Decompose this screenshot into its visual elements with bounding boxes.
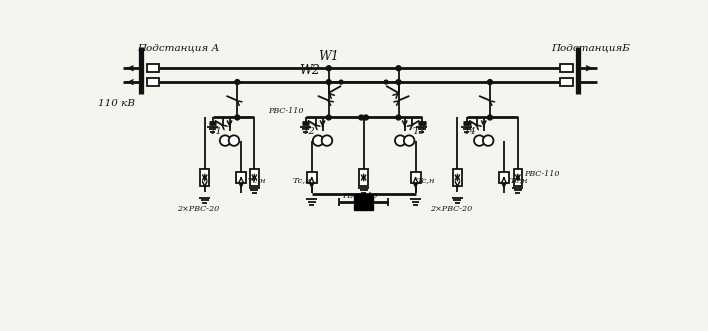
Circle shape xyxy=(235,115,240,120)
Text: 2×РВС-20: 2×РВС-20 xyxy=(430,206,472,213)
Bar xyxy=(453,169,462,186)
Text: ПодстанцияБ: ПодстанцияБ xyxy=(551,43,630,52)
Circle shape xyxy=(326,115,331,120)
Bar xyxy=(200,169,209,186)
Bar xyxy=(307,172,316,183)
Bar xyxy=(250,169,258,186)
Text: РВС-110: РВС-110 xyxy=(268,107,304,115)
Circle shape xyxy=(326,80,331,84)
Circle shape xyxy=(321,135,332,146)
Circle shape xyxy=(404,135,414,146)
Circle shape xyxy=(384,80,388,84)
Text: Т3: Т3 xyxy=(412,127,425,136)
Circle shape xyxy=(339,80,343,84)
Bar xyxy=(354,195,373,210)
Circle shape xyxy=(235,80,240,84)
Bar xyxy=(411,172,421,183)
Circle shape xyxy=(363,115,368,120)
Text: Т1: Т1 xyxy=(210,127,222,136)
Text: 2×РВС-20: 2×РВС-20 xyxy=(178,206,219,213)
Circle shape xyxy=(488,80,493,84)
Bar xyxy=(360,169,368,186)
Text: Тс,н: Тс,н xyxy=(416,176,435,184)
Circle shape xyxy=(488,115,493,120)
Bar xyxy=(499,172,509,183)
Text: 110 кВ: 110 кВ xyxy=(98,99,135,108)
Text: Т2: Т2 xyxy=(302,127,315,136)
Bar xyxy=(513,169,522,186)
Bar xyxy=(236,172,246,183)
Text: Тс,н: Тс,н xyxy=(247,176,266,184)
Circle shape xyxy=(396,80,401,84)
Bar xyxy=(561,78,573,86)
Circle shape xyxy=(396,66,401,71)
Circle shape xyxy=(483,135,493,146)
Text: РВС-110: РВС-110 xyxy=(524,170,559,178)
Bar xyxy=(147,64,159,72)
Bar xyxy=(561,64,573,72)
Circle shape xyxy=(359,115,364,120)
Text: W2: W2 xyxy=(299,64,320,77)
Circle shape xyxy=(474,135,484,146)
Text: РВС-110: РВС-110 xyxy=(342,192,377,200)
Circle shape xyxy=(395,135,406,146)
Text: Подстанция А: Подстанция А xyxy=(137,43,219,52)
Circle shape xyxy=(219,135,230,146)
Circle shape xyxy=(396,115,401,120)
Bar xyxy=(147,78,159,86)
Circle shape xyxy=(326,66,331,71)
Circle shape xyxy=(313,135,324,146)
Circle shape xyxy=(229,135,239,146)
Text: W1: W1 xyxy=(319,50,339,63)
Text: Тс,н: Тс,н xyxy=(510,176,529,184)
Text: Тс,н: Тс,н xyxy=(292,176,311,184)
Text: Т4: Т4 xyxy=(464,127,476,136)
